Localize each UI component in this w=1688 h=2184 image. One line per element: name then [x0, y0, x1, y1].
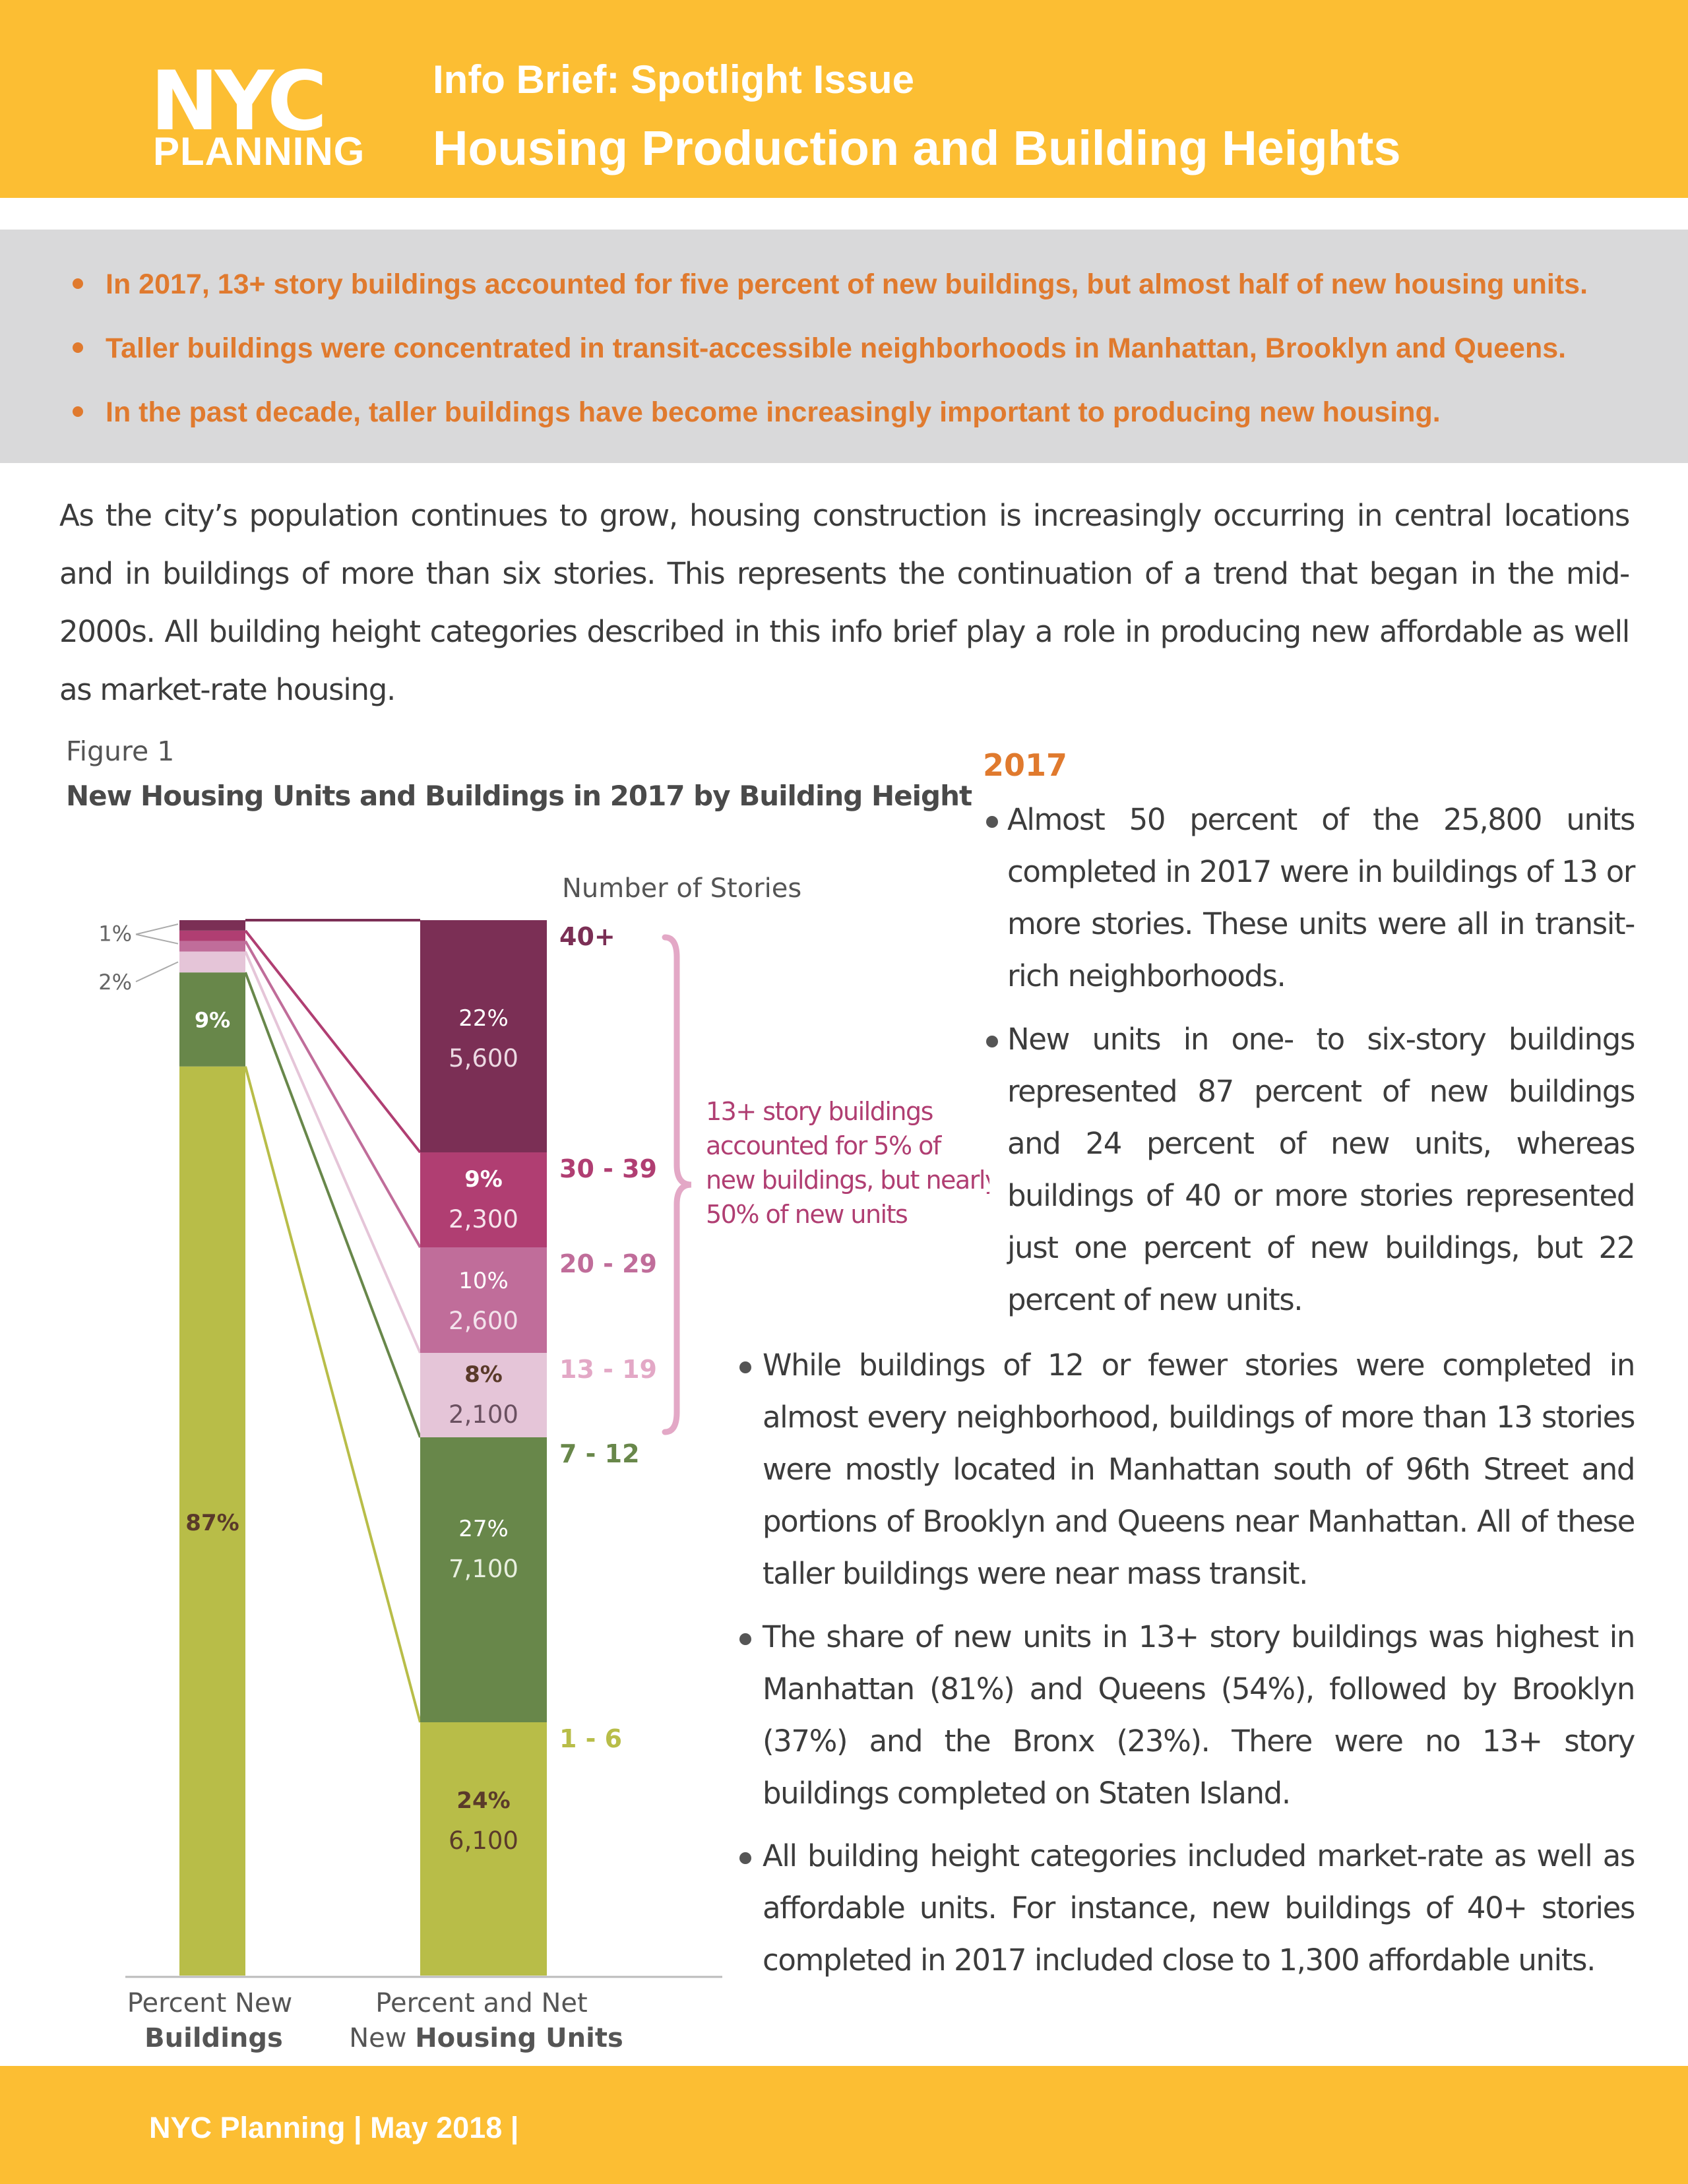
highlight-text: Taller buildings were concentrated in tr… — [106, 332, 1567, 364]
annotation-text: 50% of new units — [706, 1200, 907, 1229]
bullet-icon — [73, 406, 83, 417]
connector-line — [244, 929, 422, 1154]
stories-category-label: 13 - 19 — [559, 1355, 657, 1384]
units-percent-label: 10% — [458, 1268, 509, 1294]
bullet-icon — [986, 816, 998, 828]
logo-nyc-text: NYC — [150, 54, 327, 149]
connector-line — [244, 1066, 422, 1723]
bullet-paragraph: Almost 50 percent of the 25,800 units co… — [1007, 802, 1635, 993]
bullet-paragraph: All building height categories included … — [763, 1838, 1635, 1978]
buildings-bar-segment — [179, 972, 245, 1067]
label-leader-line — [135, 961, 179, 983]
units-bar-segment — [420, 920, 547, 1152]
highlight-text: In the past decade, taller buildings hav… — [106, 396, 1441, 428]
legend-title: Number of Stories — [562, 873, 801, 904]
annotation-text: 13+ story buildings — [706, 1097, 933, 1126]
brief-kicker: Info Brief: Spotlight Issue — [433, 57, 914, 102]
bracket-13-plus — [662, 934, 692, 1435]
units-count-label: 6,100 — [449, 1826, 518, 1855]
units-count-label: 7,100 — [449, 1555, 518, 1583]
units-percent-label: 27% — [458, 1516, 509, 1542]
connector-line — [244, 940, 422, 1248]
connector-line — [244, 972, 422, 1438]
stories-category-label: 1 - 6 — [559, 1724, 622, 1753]
buildings-bar-segment — [179, 951, 245, 973]
x-axis-label: Buildings — [144, 2023, 283, 2053]
units-bar-segment — [420, 1353, 547, 1437]
footer-banner: NYC Planning | May 2018 | — [0, 2066, 1688, 2184]
stories-category-label: 40+ — [559, 922, 615, 951]
highlight-item: In the past decade, taller buildings hav… — [73, 394, 1441, 431]
highlight-text: In 2017, 13+ story buildings accounted f… — [106, 268, 1588, 300]
footer-text: NYC Planning | May 2018 | — [149, 2111, 519, 2144]
stories-category-label: 20 - 29 — [559, 1249, 657, 1278]
page-title: Housing Production and Building Heights — [433, 121, 1401, 175]
units-bar-segment — [420, 1152, 547, 1247]
units-bar-segment — [420, 1437, 547, 1722]
height-chart: 87% 9% 1% 2% 24% 6,100 27% 7,100 8% 2,100 10% 2,600… — [98, 873, 989, 2053]
units-count-label: 5,600 — [449, 1044, 518, 1073]
nyc-planning-logo: NYC PLANNING — [150, 61, 375, 173]
units-percent-label: 24% — [456, 1788, 510, 1814]
bullet-icon — [73, 342, 83, 353]
annotation-text: accounted for 5% of — [706, 1131, 943, 1160]
units-bar-segment — [420, 1247, 547, 1353]
figure-title: New Housing Units and Buildings in 2017 … — [66, 780, 972, 812]
highlights-box: In 2017, 13+ story buildings accounted f… — [0, 230, 1688, 463]
highlight-item: Taller buildings were concentrated in tr… — [73, 330, 1566, 367]
bullet-icon — [986, 1036, 998, 1047]
bullet-paragraph: The share of new units in 13+ story buil… — [763, 1619, 1635, 1811]
buildings-percent-label: 9% — [195, 1007, 230, 1032]
units-percent-label: 8% — [464, 1361, 503, 1388]
intro-paragraph: As the city’s population continues to gr… — [59, 498, 1630, 707]
units-percent-label: 22% — [458, 1005, 509, 1032]
buildings-percent-label: 1% — [98, 921, 132, 947]
x-axis-label: Percent New — [127, 1988, 292, 2018]
buildings-bar-segment — [179, 920, 245, 931]
units-percent-label: 9% — [464, 1166, 503, 1193]
x-axis-label: New Housing Units — [349, 2023, 623, 2053]
units-count-label: 2,100 — [449, 1400, 518, 1429]
logo-planning-text: PLANNING — [153, 129, 365, 173]
buildings-percent-label: 2% — [98, 970, 132, 995]
buildings-bar-segment — [179, 930, 245, 941]
stories-category-label: 7 - 12 — [559, 1439, 640, 1468]
buildings-bar-segment — [179, 941, 245, 952]
buildings-percent-label: 87% — [185, 1510, 239, 1536]
section-year-heading: 2017 — [983, 747, 1068, 783]
bullet-icon — [73, 278, 83, 289]
x-axis-label: Percent and Net — [375, 1988, 587, 2018]
units-count-label: 2,600 — [449, 1307, 518, 1335]
stories-category-label: 30 - 39 — [559, 1154, 657, 1183]
buildings-bar-segment — [179, 1066, 245, 1976]
units-bar-segment — [420, 1722, 547, 1976]
annotation-text: new buildings, but nearly — [706, 1166, 989, 1195]
label-leader-line — [135, 923, 179, 935]
bullet-icon — [739, 1361, 751, 1373]
bullet-icon — [739, 1852, 751, 1864]
figure-kicker: Figure 1 — [66, 735, 175, 767]
highlight-item: In 2017, 13+ story buildings accounted f… — [73, 266, 1588, 303]
bullet-icon — [739, 1633, 751, 1645]
header-banner: NYC PLANNING Info Brief: Spotlight Issue… — [0, 0, 1688, 198]
label-leader-line — [135, 933, 179, 945]
connector-line — [244, 951, 422, 1354]
bullet-paragraph: New units in one- to six-story buildings… — [1007, 1022, 1635, 1317]
units-count-label: 2,300 — [449, 1205, 518, 1233]
bullet-paragraph: While buildings of 12 or fewer stories w… — [763, 1348, 1635, 1591]
